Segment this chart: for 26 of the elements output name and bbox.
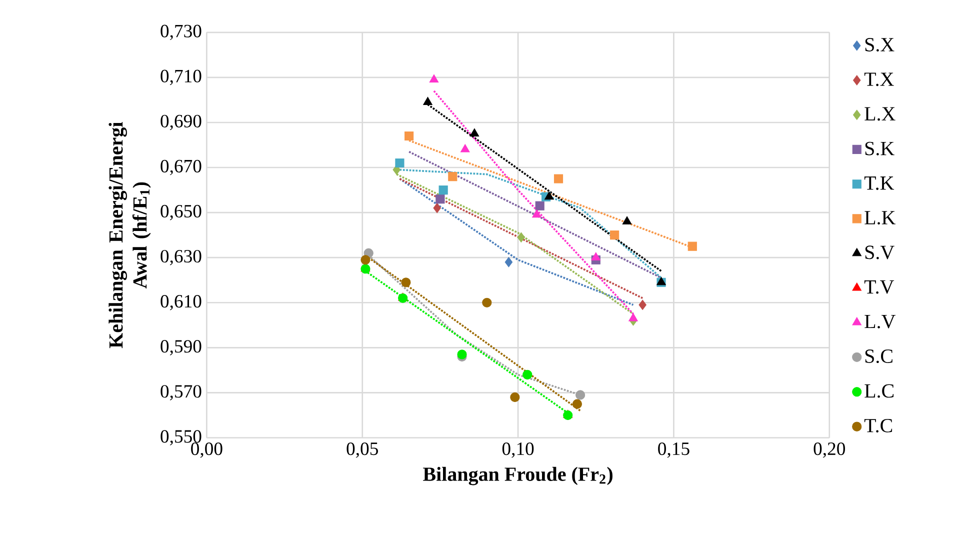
legend-label: S.X: [865, 38, 894, 52]
legend-label: S.C: [865, 349, 892, 364]
y-tick-label: 0,670: [160, 160, 202, 176]
legend-label: S.K: [865, 142, 894, 156]
legend-label: S.V: [865, 246, 894, 260]
legend-label: T.X: [864, 72, 894, 86]
y-tick-label: 0,630: [160, 250, 202, 266]
legend-label: L.K: [864, 211, 896, 224]
legend-label: L.X: [864, 107, 896, 121]
legend-label: L.C: [864, 384, 894, 398]
y-tick-label: 0,730: [160, 24, 202, 40]
y-tick-label: 0,710: [160, 70, 202, 86]
y-tick-label: 0,590: [160, 340, 202, 356]
legend-label: T.K: [864, 176, 894, 190]
y-tick-label: 0,650: [160, 204, 202, 220]
legend-label: T.V: [864, 280, 894, 294]
x-axis-title: Bilangan Froude (Fr$_{2}$): [423, 466, 612, 486]
y-tick-label: 0,570: [160, 385, 202, 400]
y-tick-label: 0,610: [160, 294, 202, 310]
x-tick-label: 0,20: [814, 442, 845, 458]
x-tick-label: 0,10: [502, 442, 534, 458]
x-tick-label: 0,05: [346, 442, 378, 458]
x-tick-label: 0,15: [658, 442, 690, 458]
legend-label: L.V: [864, 314, 896, 328]
y-tick-label: 0,690: [160, 114, 202, 130]
legend-label: T.C: [864, 418, 892, 432]
